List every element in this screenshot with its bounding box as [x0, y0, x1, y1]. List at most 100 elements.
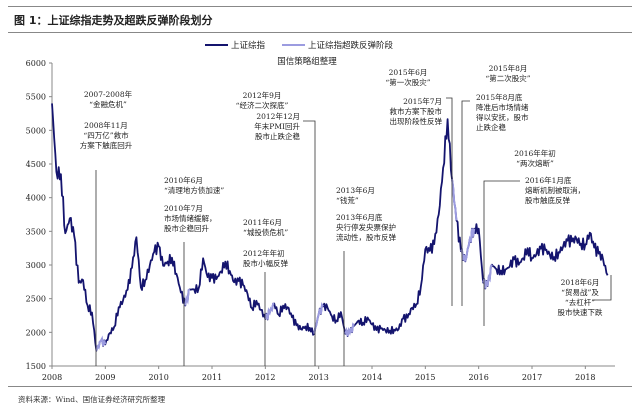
annotation: 2015年8月“第二次股灾”	[485, 63, 530, 83]
annotation: 2007-2008年“金融危机”	[84, 89, 133, 109]
annotation-line: 2011年6月	[243, 217, 282, 227]
annotation-line: 2015年7月	[403, 96, 442, 106]
series-line-rebound	[95, 335, 107, 351]
annotation: 2013年6月“钱荒”	[336, 185, 375, 205]
series-line-rebound	[184, 288, 191, 306]
y-tick-label: 1500	[26, 362, 46, 371]
annotation-line: “金融危机”	[89, 99, 127, 109]
annotation: 2012年12月年末PMI回升股市止跌企稳	[254, 111, 300, 141]
annotation-line: 2008年11月	[84, 120, 128, 130]
annotation: 2008年11月“四万亿”救市方案下触底回升	[80, 120, 133, 150]
annotation-line: 市场情绪缓解，	[164, 213, 217, 223]
annotation-line: 2013年6月	[336, 185, 375, 195]
y-tick-label: 3500	[26, 227, 46, 236]
annotation-line: 央行停发央票保护	[336, 222, 396, 232]
annotation-line: 2007-2008年	[84, 89, 133, 99]
chart-subtitle: 国信策略组整理	[277, 56, 337, 67]
annotation-line: 2015年6月	[389, 67, 428, 77]
series-line-rebound	[313, 302, 324, 334]
series-line-index	[51, 103, 609, 352]
annotation-line: 救市方案下股市	[390, 106, 443, 116]
y-tick-label: 5000	[26, 126, 46, 135]
y-tick-label: 2000	[26, 328, 46, 337]
annotation-line: “四万亿”救市	[83, 130, 129, 140]
annotation-line: “钱荒”	[336, 195, 359, 205]
annotation-line: 止跌企稳	[476, 122, 506, 132]
y-tick-label: 3000	[26, 261, 46, 270]
annotation-leader-line	[303, 120, 316, 366]
annotation-line: 熔断机制被取消，	[525, 185, 585, 195]
annotation-line: “经济二次探底”	[236, 100, 289, 110]
annotation-leader-line	[446, 97, 453, 306]
annotation: 2018年6月“贸易战”及“去杠杆”股市快速下跌	[558, 277, 603, 317]
annotation: 2015年8月底降准后市场情绪得以安抚，股市止跌企稳	[476, 92, 529, 132]
x-tick-label: 2016	[468, 373, 488, 382]
annotation-line: 股市止跌企稳	[255, 131, 300, 141]
annotation-leader-line	[593, 275, 612, 301]
annotation-line: 股市触底反弹	[525, 195, 570, 205]
annotation-line: 2018年6月	[561, 277, 600, 287]
y-tick-label: 4500	[26, 160, 46, 169]
annotation-line: “第二次股灾”	[485, 73, 530, 83]
title-rule	[8, 32, 632, 33]
annotation-leader-line	[483, 180, 520, 326]
x-tick-label: 2011	[202, 373, 222, 382]
annotation-line: “去杠杆”	[565, 297, 595, 307]
annotation-line: 流动性，股市反弹	[336, 232, 396, 242]
annotation-line: 2012年12月	[256, 111, 300, 121]
annotation-line: 2013年6月底	[336, 212, 383, 222]
annotation: 2012年9月“经济二次探底”	[236, 90, 289, 110]
annotation-line: 2010年6月	[164, 175, 203, 185]
series-line-rebound	[460, 228, 476, 262]
x-tick-label: 2008	[42, 373, 62, 382]
annotation-line: 2012年年初	[243, 248, 285, 258]
annotation: 2016年年初“两次熔断”	[514, 148, 556, 168]
annotation-line: 2010年7月	[164, 203, 203, 213]
series-line-rebound	[344, 322, 355, 337]
x-tick-label: 2015	[415, 373, 435, 382]
annotation: 2010年7月市场情绪缓解，股市企稳回升	[164, 203, 217, 233]
annotation: 2010年6月“清理地方债加速”	[164, 175, 224, 195]
bottom-rule	[8, 386, 632, 387]
annotation-line: “城投债危机”	[243, 227, 288, 237]
x-tick-label: 2018	[575, 373, 595, 382]
annotation: 2011年6月“城投债危机”	[243, 217, 288, 237]
series-line-rebound	[451, 178, 458, 221]
source-note: 资料来源：Wind、国信证券经济研究所整理	[18, 395, 166, 404]
x-tick-label: 2010	[148, 373, 168, 382]
series-line-rebound	[482, 264, 493, 289]
annotation: 2015年7月救市方案下股市出现阶段性反弹	[390, 96, 443, 126]
annotation-line: 股市快速下跌	[558, 307, 603, 317]
x-tick-label: 2012	[255, 373, 275, 382]
annotation-line: 股市小幅反弹	[243, 258, 288, 268]
annotation-line: 2016年1月底	[525, 175, 572, 185]
annotation-line: 2015年8月	[489, 63, 528, 73]
x-tick-label: 2017	[522, 373, 542, 382]
annotation-leader-line	[461, 100, 470, 306]
annotation: 2015年6月“第一次股灾”	[385, 67, 430, 87]
annotation-line: 年末PMI回升	[254, 121, 300, 131]
y-tick-label: 2500	[26, 295, 46, 304]
y-tick-label: 4000	[26, 194, 46, 203]
x-tick-label: 2009	[95, 373, 115, 382]
annotation-line: “两次熔断”	[516, 158, 554, 168]
annotation-line: “第一次股灾”	[385, 77, 430, 87]
annotation-line: “清理地方债加速”	[164, 185, 224, 195]
annotation-line: 出现阶段性反弹	[390, 116, 443, 126]
annotation: 2013年6月底央行停发央票保护流动性，股市反弹	[336, 212, 396, 242]
annotation-line: 股市企稳回升	[164, 223, 209, 233]
annotation-line: 2015年8月底	[476, 92, 523, 102]
series-line-rebound	[264, 302, 275, 320]
y-tick-label: 5500	[26, 93, 46, 102]
annotation: 2012年年初股市小幅反弹	[243, 248, 288, 268]
figure-title: 图 1：上证综指走势及超跌反弹阶段划分	[14, 14, 213, 27]
legend-label-index: 上证综指	[231, 40, 266, 51]
annotation-line: 降准后市场情绪	[476, 102, 529, 112]
annotation: 2016年1月底熔断机制被取消，股市触底反弹	[525, 175, 585, 205]
top-rule	[8, 6, 632, 7]
annotation-line: 2012年9月	[243, 90, 282, 100]
annotation-line: “贸易战”及	[561, 287, 599, 297]
x-tick-label: 2013	[308, 373, 328, 382]
